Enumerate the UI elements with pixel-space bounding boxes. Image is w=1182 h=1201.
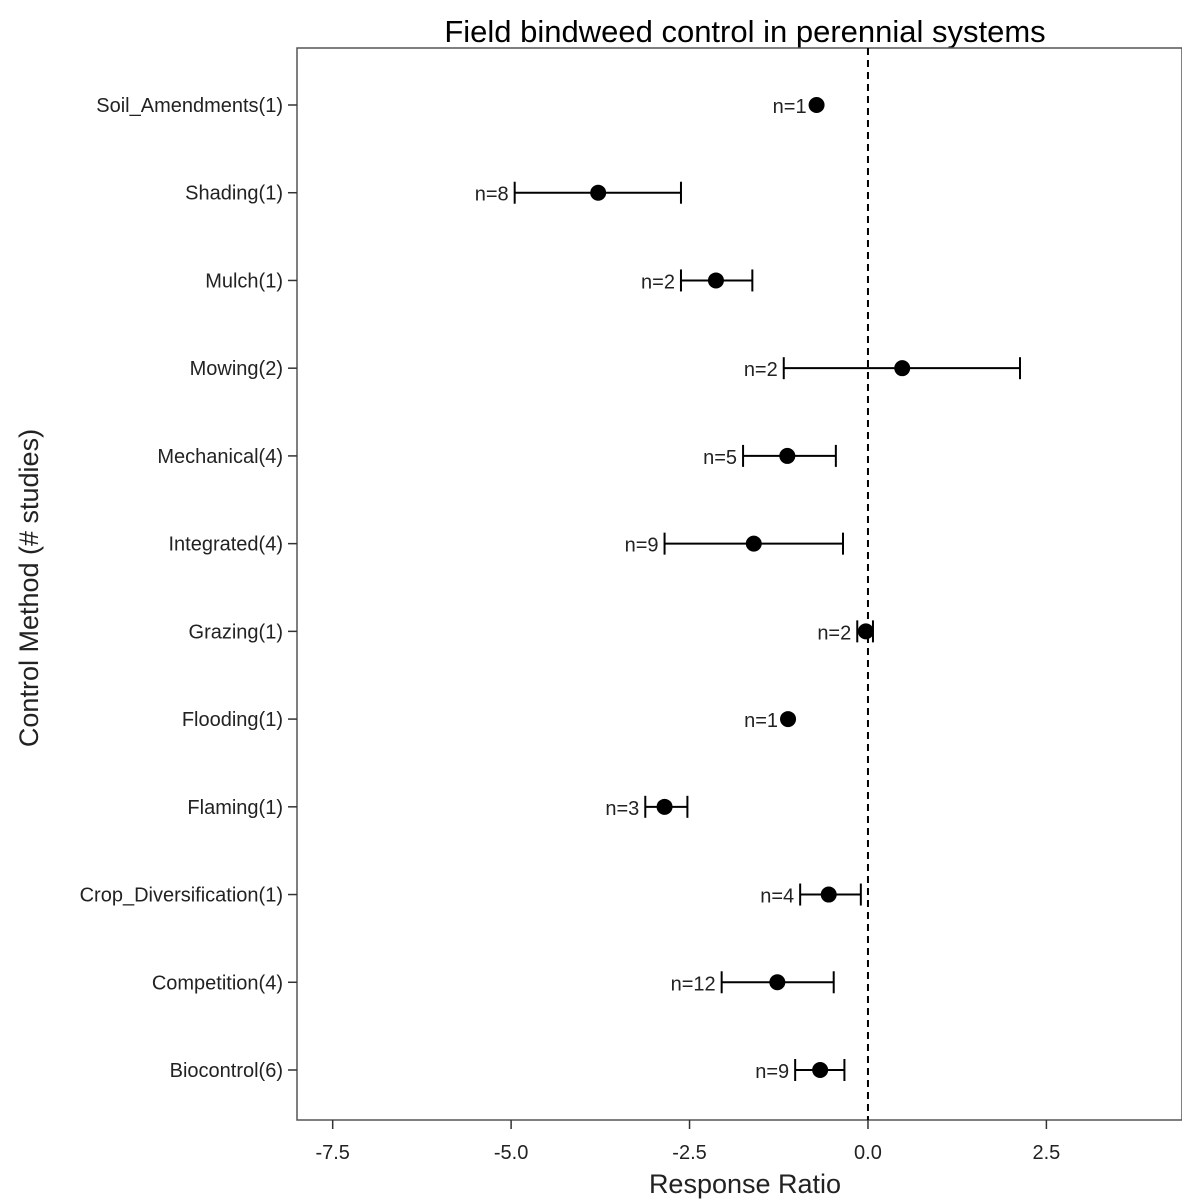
x-axis-title: Response Ratio <box>649 1169 841 1199</box>
x-tick-label: 2.5 <box>1032 1142 1060 1164</box>
chart-title: Field bindweed control in perennial syst… <box>444 14 1045 49</box>
data-point <box>820 886 837 903</box>
n-label: n=8 <box>475 184 509 206</box>
x-tick-label: -7.5 <box>315 1142 349 1164</box>
x-tick-label: -2.5 <box>672 1142 706 1164</box>
data-row: n=1 <box>744 710 797 732</box>
data-row: n=9 <box>625 532 844 557</box>
data-row: n=4 <box>760 883 862 908</box>
data-row: n=9 <box>755 1059 846 1083</box>
plot-frame <box>296 47 1182 1121</box>
y-tick-label: Flooding(1) <box>182 709 283 731</box>
n-label: n=1 <box>773 96 807 118</box>
y-tick-label: Shading(1) <box>185 183 283 205</box>
data-point <box>707 272 724 289</box>
data-row: n=2 <box>744 357 1021 381</box>
n-label: n=4 <box>760 886 794 908</box>
data-point <box>808 97 825 113</box>
data-point <box>812 1062 829 1078</box>
data-point <box>590 184 607 201</box>
data-point <box>780 711 797 728</box>
n-label: n=5 <box>703 447 737 469</box>
y-tick-label: Mulch(1) <box>205 270 283 292</box>
n-label: n=2 <box>817 622 851 644</box>
data-point <box>769 974 786 991</box>
data-row: n=1 <box>773 96 825 118</box>
data-row: n=2 <box>641 269 754 293</box>
n-label: n=2 <box>744 359 778 381</box>
n-label: n=3 <box>605 798 639 820</box>
data-point <box>894 360 911 377</box>
n-label: n=9 <box>755 1061 789 1083</box>
data-layer: n=1 n=8 n=2 n=2 n=5 n=9 n=2 n=1 n=3 n=4 n=12 n=9 <box>475 96 1021 1083</box>
y-tick-label: Competition(4) <box>152 972 283 994</box>
data-point <box>779 447 796 464</box>
data-row: n=12 <box>671 971 835 995</box>
y-axis-title: Control Method (# studies) <box>14 429 44 747</box>
y-tick-label: Mechanical(4) <box>157 446 283 468</box>
y-tick-label: Crop_Diversification(1) <box>80 885 283 907</box>
y-tick-label: Grazing(1) <box>189 621 283 643</box>
data-point <box>745 535 762 552</box>
n-label: n=2 <box>641 271 675 293</box>
data-row: n=5 <box>703 444 837 469</box>
data-point <box>857 623 874 640</box>
data-row: n=3 <box>605 795 689 820</box>
n-label: n=12 <box>671 973 716 995</box>
y-tick-label: Flaming(1) <box>187 797 283 819</box>
data-row: n=2 <box>817 620 874 644</box>
y-axis: Soil_Amendments(1) Shading(1) Mulch(1) Mowi… <box>80 95 297 1082</box>
data-row: n=8 <box>475 181 682 206</box>
y-tick-label: Mowing(2) <box>190 358 283 380</box>
data-point <box>656 798 673 815</box>
n-label: n=9 <box>625 535 659 557</box>
x-tick-label: -5.0 <box>494 1142 528 1164</box>
y-tick-label: Biocontrol(6) <box>170 1060 283 1082</box>
y-tick-label: Integrated(4) <box>168 534 283 556</box>
y-tick-label: Soil_Amendments(1) <box>96 95 283 117</box>
x-axis: -7.5 -5.0 -2.5 0.0 2.5 <box>315 1120 1060 1164</box>
x-tick-label: 0.0 <box>854 1142 882 1164</box>
n-label: n=1 <box>744 710 778 732</box>
